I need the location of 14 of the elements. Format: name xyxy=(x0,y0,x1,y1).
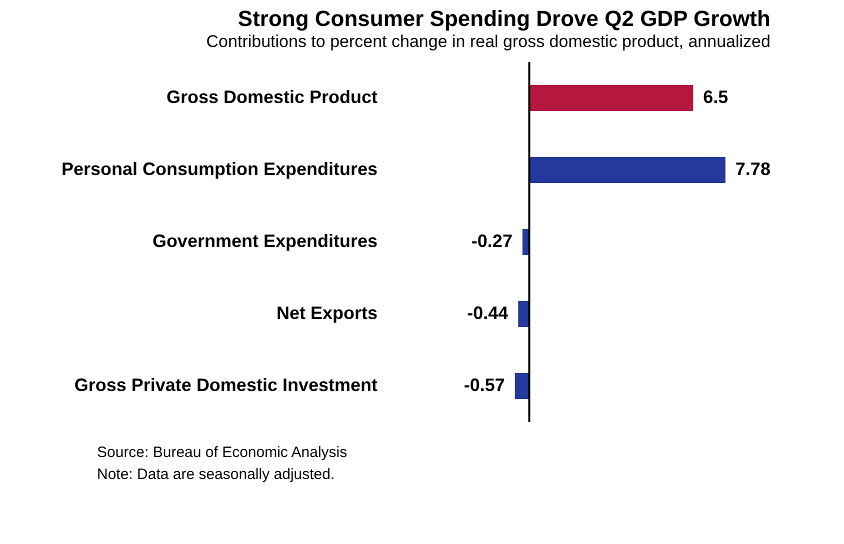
y-tick-label: Personal Consumption Expenditures xyxy=(61,159,378,179)
data-label: -0.57 xyxy=(464,375,505,395)
y-tick-label: Gross Private Domestic Investment xyxy=(74,375,378,395)
data-label: 7.78 xyxy=(735,159,770,179)
data-label: -0.44 xyxy=(467,303,508,323)
data-label: -0.27 xyxy=(471,231,512,251)
chart-subtitle: Contributions to percent change in real gross domestic product, annualized xyxy=(206,32,770,51)
text: Note: Data are seasonally adjusted. xyxy=(97,466,335,483)
y-tick-label: Net Exports xyxy=(276,303,378,323)
y-tick-label: Gross Domestic Product xyxy=(166,87,378,107)
chart-title: Strong Consumer Spending Drove Q2 GDP Growth xyxy=(238,6,770,31)
source-note: Source: Bureau of Economic Analysis xyxy=(97,444,348,461)
data-label: 6.5 xyxy=(703,87,728,107)
y-tick-label: Government Expenditures xyxy=(152,231,378,251)
